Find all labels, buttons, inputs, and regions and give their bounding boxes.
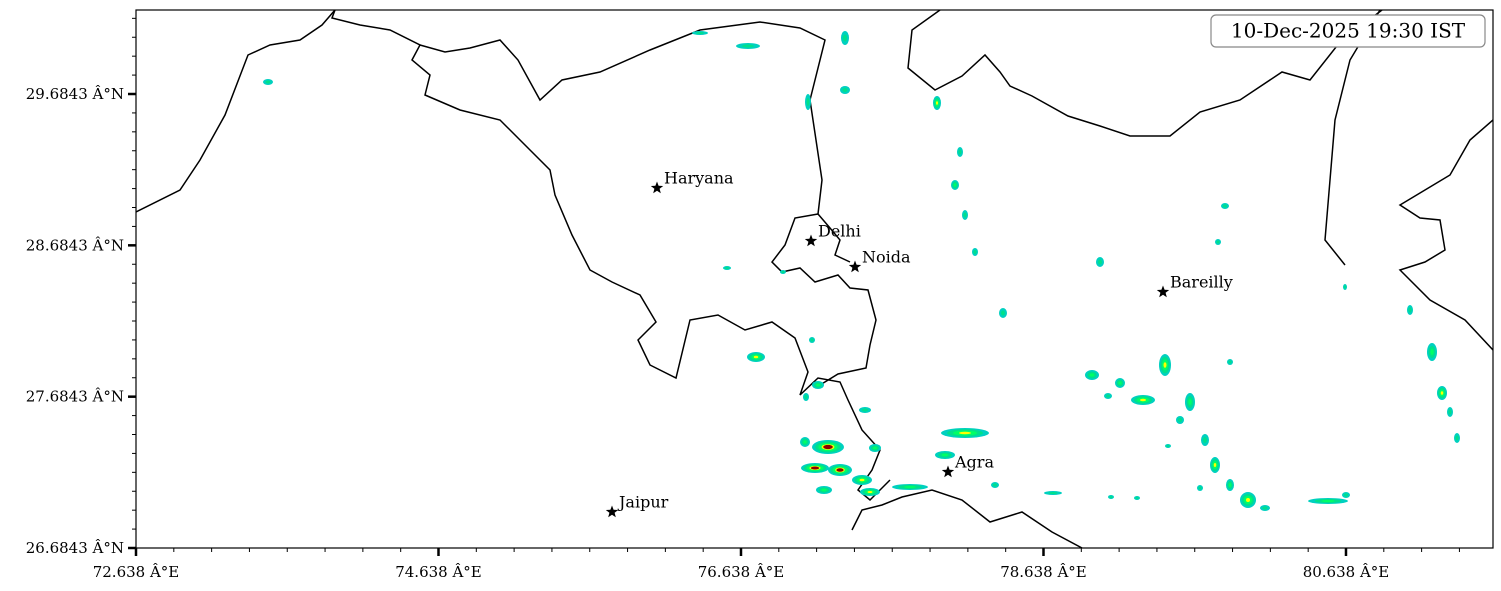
rain-cell-core <box>1262 506 1268 510</box>
rain-cell-core <box>843 34 847 42</box>
rain-cell-edge <box>836 468 844 472</box>
rain-cell-core <box>904 486 916 488</box>
rain-cell-core <box>1188 399 1192 405</box>
x-tick-label: 78.638 Â°E <box>1000 563 1087 581</box>
boundary <box>136 10 336 213</box>
rain-cell-core <box>958 149 962 155</box>
x-tick-label: 72.638 Â°E <box>93 563 180 581</box>
plot-frame <box>135 9 1494 549</box>
rain-cell-core <box>1001 310 1005 316</box>
city-label: Delhi <box>818 222 861 241</box>
rain-cell-core <box>1213 463 1217 467</box>
plot-area <box>136 10 1493 548</box>
rain-cell-core <box>1089 373 1095 377</box>
rain-cell-core <box>953 183 957 187</box>
rain-cell-core <box>1216 240 1220 244</box>
rain-cell-core <box>1228 360 1232 364</box>
timestamp: 10-Dec-2025 19:30 IST <box>1231 19 1466 43</box>
rain-cell-core <box>265 80 271 84</box>
rain-cell-core <box>816 383 820 387</box>
rain-cells <box>263 31 1460 511</box>
city-label: Bareilly <box>1170 273 1233 292</box>
rain-cell-core <box>1321 500 1335 502</box>
boundary <box>771 213 877 386</box>
rain-cell-core <box>1135 497 1139 499</box>
rain-cell-core <box>1223 204 1227 208</box>
rain-cell-edge <box>810 466 820 470</box>
rain-cell-core <box>993 483 997 487</box>
rain-cell-core <box>1118 381 1122 385</box>
rain-cell-core <box>696 32 704 34</box>
x-tick-label: 76.638 Â°E <box>698 563 785 581</box>
y-tick-label: 26.6843 Â°N <box>26 539 124 557</box>
rain-cell-core <box>973 250 977 254</box>
rain-cell-core <box>862 408 868 412</box>
rain-cell-core <box>1455 435 1459 441</box>
rain-cell-core <box>1109 496 1113 498</box>
city-marker <box>605 505 619 518</box>
boundary <box>419 21 826 215</box>
timestamp-box <box>1210 14 1486 48</box>
rain-cell-core <box>1408 307 1412 313</box>
rain-cell-core <box>936 101 938 105</box>
rain-cell-core <box>1198 486 1202 490</box>
x-tick-label: 80.638 Â°E <box>1303 563 1390 581</box>
boundary <box>1398 119 1493 351</box>
city-label: Noida <box>862 248 911 267</box>
y-tick-label: 28.6843 Â°N <box>26 236 124 254</box>
rain-cell-edge <box>823 444 833 450</box>
city-marker <box>804 234 818 247</box>
rain-cell-core <box>959 431 971 435</box>
city-marker <box>941 465 955 478</box>
rain-cell-core <box>842 88 848 92</box>
rain-cell-core <box>859 478 865 482</box>
rain-cell-core <box>873 446 877 450</box>
rain-cell-core <box>1430 349 1434 355</box>
rain-cell-core <box>725 267 729 269</box>
rain-cell-core <box>1098 259 1102 265</box>
rain-cell-core <box>1344 493 1348 497</box>
rain-cell-core <box>821 488 827 492</box>
y-tick-label: 29.6843 Â°N <box>26 85 124 103</box>
city-marker <box>848 260 862 273</box>
city-marker <box>650 181 664 194</box>
city-label: Jaipur <box>617 493 669 512</box>
y-tick-label: 27.6843 Â°N <box>26 388 124 406</box>
city-label: Agra <box>954 453 994 472</box>
boundary <box>851 489 1083 548</box>
boundary <box>907 10 1383 137</box>
rain-cell-core <box>1048 492 1058 494</box>
rain-cell-core <box>810 338 814 342</box>
rain-cell-core <box>806 98 810 106</box>
rain-cell-core <box>963 212 967 218</box>
rain-cell-core <box>1140 398 1146 402</box>
rain-cell-core <box>804 395 808 399</box>
city-marker <box>1156 285 1170 298</box>
rain-cell-core <box>742 44 754 48</box>
boundary <box>1324 10 1381 266</box>
x-tick-label: 74.638 Â°E <box>395 563 482 581</box>
rain-cell-core <box>1246 498 1250 502</box>
rain-cell-core <box>1448 409 1452 415</box>
rain-cell-core <box>941 453 949 457</box>
boundaries <box>136 10 1493 548</box>
rain-cell-core <box>1163 362 1167 368</box>
rain-cell-core <box>867 491 873 493</box>
axes: 72.638 Â°E 74.638 Â°E 76.638 Â°E 78.638 Â°E… <box>26 17 1460 581</box>
rain-cell-core <box>1178 418 1182 422</box>
rain-cell-core <box>753 355 759 359</box>
rain-cell-core <box>1166 445 1170 447</box>
rain-cell-core <box>1228 483 1232 487</box>
rain-cell-core <box>1440 391 1444 395</box>
rain-cell-core <box>1203 437 1207 443</box>
rain-cell-core <box>781 271 785 273</box>
rain-cell-core <box>1344 285 1346 289</box>
rain-cell-core <box>803 440 807 444</box>
boundary <box>817 213 851 263</box>
boundary <box>331 10 891 502</box>
city-label: Haryana <box>664 169 734 188</box>
rain-cell-core <box>1106 394 1110 398</box>
